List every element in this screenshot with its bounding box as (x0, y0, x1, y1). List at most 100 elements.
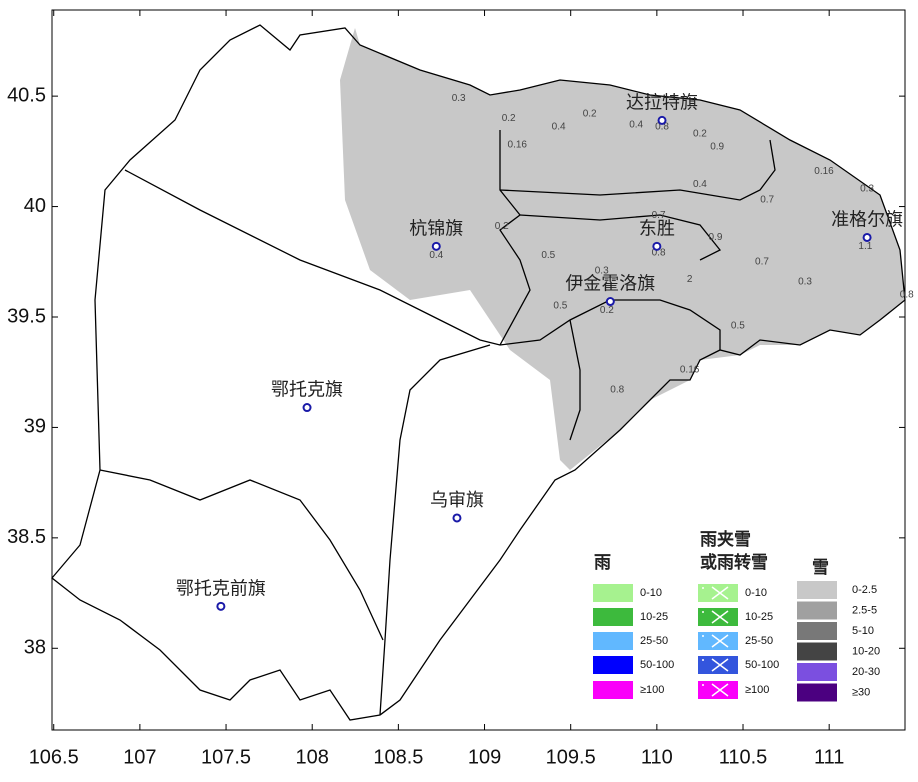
legend-label: 10-25 (640, 611, 668, 623)
station-name: 准格尔旗 (831, 209, 903, 230)
precip-value: 0.3 (860, 184, 874, 195)
precip-value: 0.3 (452, 93, 466, 104)
x-tick-label: 109.5 (546, 746, 596, 768)
precip-value: 0.2 (495, 221, 509, 232)
precip-value: 0.2 (600, 305, 614, 316)
legend-label: 0-10 (745, 587, 767, 599)
precip-value: 0.7 (760, 195, 774, 206)
x-tick-label: 107.5 (201, 746, 251, 768)
precip-value: 0.7 (652, 210, 666, 221)
legend-swatch (698, 608, 738, 626)
legend-label: ≥100 (640, 684, 664, 696)
precip-value: 1.1 (858, 241, 872, 252)
x-tick-label: 108 (296, 746, 329, 768)
precip-value: 0.5 (553, 301, 567, 312)
station-name: 达拉特旗 (626, 92, 698, 113)
precip-area (340, 28, 905, 470)
y-tick-label: 38 (24, 637, 46, 659)
precip-value: 0.8 (652, 248, 666, 259)
precip-value: 0.5 (541, 250, 555, 261)
station-name: 鄂托克旗 (271, 380, 343, 401)
precip-value: 0.7 (755, 256, 769, 267)
precip-value: 0.8 (655, 122, 669, 133)
legend-label: 10-20 (852, 645, 880, 657)
precip-value: 0.9 (708, 232, 722, 243)
legend-swatch (698, 656, 738, 674)
legend-swatch (797, 622, 837, 640)
boundaries (51, 24, 906, 721)
legend-label: 20-30 (852, 666, 880, 678)
x-tick-label: 110 (641, 746, 673, 768)
station-marker (431, 241, 441, 251)
precip-value: 0.2 (502, 113, 516, 124)
legend-swatch (797, 642, 837, 661)
precip-value: 0.2 (583, 108, 597, 119)
legend-title: 或雨转雪 (700, 552, 768, 573)
legend-swatch (698, 632, 738, 650)
x-tick-label: 111 (814, 746, 844, 768)
precip-value: 2 (687, 274, 693, 285)
y-tick-label: 40.5 (7, 84, 46, 106)
legend-swatch (593, 608, 633, 626)
y-tick-label: 39.5 (7, 305, 46, 327)
station-marker (302, 403, 312, 413)
legend-label: 25-50 (745, 635, 773, 647)
station-name: 东胜 (639, 218, 675, 239)
precip-value: 0.5 (731, 320, 745, 331)
legend-swatch (797, 663, 837, 681)
legend-swatch (797, 601, 837, 620)
legend-label: 50-100 (640, 659, 674, 671)
precip-value: 0.4 (629, 119, 643, 130)
legend-label: ≥30 (852, 686, 870, 698)
station-marker (605, 297, 615, 307)
precip-value: 0.16 (814, 166, 834, 177)
precip-value: 0.4 (693, 179, 707, 190)
legend-swatch (797, 581, 837, 599)
legend-label: 5-10 (852, 625, 874, 637)
station-marker (657, 115, 667, 125)
station-marker (652, 241, 662, 251)
x-tick-label: 108.5 (373, 746, 423, 768)
station-marker (216, 601, 226, 611)
legend-label: 25-50 (640, 635, 668, 647)
legend-swatch (593, 656, 633, 674)
precip-value: 0.4 (552, 122, 566, 133)
legend-swatch (698, 584, 738, 602)
legend-title: 雪 (812, 558, 829, 578)
precip-value: 0.9 (710, 142, 724, 153)
station-name: 伊金霍洛旗 (565, 274, 655, 295)
y-tick-label: 40 (24, 195, 46, 217)
legend-label: 50-100 (745, 659, 779, 671)
precip-value: 0.8 (900, 290, 914, 301)
x-tick-label: 109 (468, 746, 501, 768)
precip-value: 0.4 (429, 250, 443, 261)
station-name: 杭锦旗 (409, 218, 463, 239)
legend-hatch (702, 634, 729, 648)
legend-label: 0-2.5 (852, 584, 877, 596)
precip-value: 0.3 (798, 276, 812, 287)
legend-hatch (702, 658, 729, 672)
legend-swatch (593, 584, 633, 602)
legend-swatch (797, 683, 837, 702)
station-name: 鄂托克前旗 (176, 578, 266, 599)
legend-title: 雨 (594, 553, 611, 573)
precip-value: 0.16 (680, 365, 700, 376)
legend-swatch (593, 632, 633, 650)
precip-value: 0.2 (693, 128, 707, 139)
legend-label: 2.5-5 (852, 604, 877, 616)
legend-hatch (702, 586, 729, 600)
x-tick-label: 110.5 (719, 746, 768, 768)
y-tick-label: 38.5 (7, 526, 46, 548)
legend-swatch (698, 681, 738, 699)
legend-title: 雨夹雪 (700, 529, 751, 550)
x-tick-label: 106.5 (29, 746, 79, 768)
legend-label: ≥100 (745, 684, 769, 696)
y-tick-label: 39 (24, 416, 46, 438)
precip-value: 0.16 (508, 139, 528, 150)
precip-value: 0.8 (610, 385, 624, 396)
legend-hatch (702, 683, 729, 697)
station-name: 乌审旗 (430, 490, 484, 511)
legend-hatch (702, 610, 729, 624)
legend-swatch (593, 681, 633, 699)
x-tick-label: 107 (123, 746, 156, 768)
